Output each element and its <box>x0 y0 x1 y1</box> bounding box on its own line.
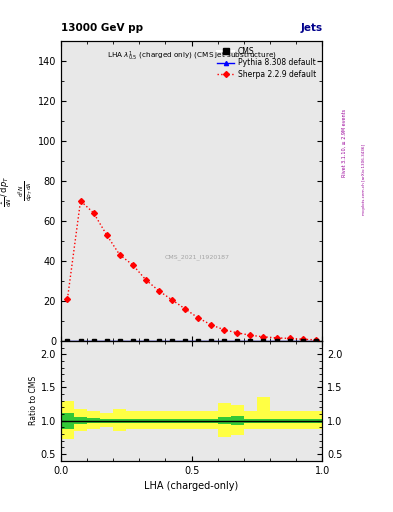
Text: 13000 GeV pp: 13000 GeV pp <box>61 23 143 33</box>
Y-axis label: $\frac{1}{\mathrm{d}N}\,/\,\mathrm{d}p_T$
$\frac{\mathrm{d}^2 N}{\mathrm{d}p_T\,: $\frac{1}{\mathrm{d}N}\,/\,\mathrm{d}p_T… <box>0 175 35 206</box>
Text: mcplots.cern.ch [arXiv:1306.3436]: mcplots.cern.ch [arXiv:1306.3436] <box>362 144 365 215</box>
X-axis label: LHA (charged-only): LHA (charged-only) <box>145 481 239 491</box>
Text: CMS_2021_I1920187: CMS_2021_I1920187 <box>164 254 229 260</box>
Text: Rivet 3.1.10, ≥ 2.9M events: Rivet 3.1.10, ≥ 2.9M events <box>342 109 346 178</box>
Text: LHA $\lambda^{1}_{0.5}$ (charged only) (CMS jet substructure): LHA $\lambda^{1}_{0.5}$ (charged only) (… <box>107 50 277 63</box>
Legend: CMS, Pythia 8.308 default, Sherpa 2.2.9 default: CMS, Pythia 8.308 default, Sherpa 2.2.9 … <box>215 45 318 81</box>
Text: Jets: Jets <box>300 23 322 33</box>
Y-axis label: Ratio to CMS: Ratio to CMS <box>29 376 38 425</box>
